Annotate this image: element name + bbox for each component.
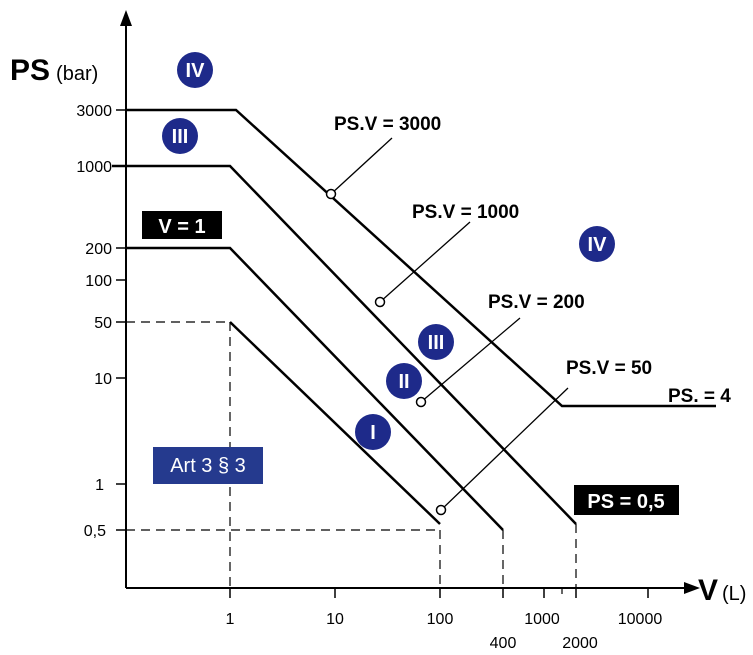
svg-text:III: III xyxy=(428,332,445,354)
x-axis-arrow xyxy=(684,582,700,594)
callout-leaders xyxy=(330,137,569,511)
category-badge-iv-right: IV xyxy=(579,226,615,262)
svg-text:II: II xyxy=(398,371,409,393)
x-tick-1000: 1000 xyxy=(524,611,560,628)
v-eq-1-box xyxy=(142,211,222,239)
boundary-ps-v-1000 xyxy=(112,164,577,525)
boundary-ps-v-200 xyxy=(126,246,504,531)
svg-text:III: III xyxy=(172,126,189,148)
boundary-ps-v-3000 xyxy=(126,108,716,408)
callout-markers xyxy=(325,188,447,516)
svg-text:IV: IV xyxy=(186,60,206,82)
svg-text:I: I xyxy=(370,422,376,444)
ps-eq-0-5-box xyxy=(574,485,679,515)
y-axis-arrow xyxy=(120,10,132,26)
y-tick-50: 50 xyxy=(94,315,112,332)
y-tick-3000: 3000 xyxy=(76,103,112,120)
ps-eq-0-5-label: PS = 0,5 xyxy=(587,491,664,513)
category-badge-iv-top: IV xyxy=(177,52,213,88)
dashed-guides xyxy=(126,321,577,594)
category-boundaries xyxy=(112,108,716,531)
label-ps-v-3000: PS.V = 3000 xyxy=(334,114,441,135)
x-tick-400: 400 xyxy=(490,635,517,652)
v-eq-1-label: V = 1 xyxy=(158,216,205,238)
y-axis-title: PS (bar) xyxy=(10,54,98,87)
label-ps-4: PS. = 4 xyxy=(668,386,731,407)
y-tick-200: 200 xyxy=(85,241,112,258)
x-tick-marks xyxy=(229,588,649,598)
category-badge-i: I xyxy=(355,414,391,450)
x-tick-1: 1 xyxy=(226,611,235,628)
category-badge-iii-mid: III xyxy=(418,324,454,360)
x-axis-title: V (L) xyxy=(698,574,746,607)
category-badge-ii: II xyxy=(386,363,422,399)
y-tick-1: 1 xyxy=(95,477,104,494)
y-tick-marks xyxy=(116,109,126,531)
boundary-ps-v-50 xyxy=(229,321,441,525)
x-tick-100: 100 xyxy=(427,611,454,628)
label-ps-v-200: PS.V = 200 xyxy=(488,292,585,313)
y-tick-10: 10 xyxy=(94,371,112,388)
y-tick-1000: 1000 xyxy=(76,159,112,176)
x-tick-10: 10 xyxy=(326,611,344,628)
category-badge-iii-left: III xyxy=(162,118,198,154)
y-tick-0-5: 0,5 xyxy=(84,523,106,540)
label-ps-v-50: PS.V = 50 xyxy=(566,358,652,379)
label-ps-v-1000: PS.V = 1000 xyxy=(412,202,519,223)
x-tick-2000: 2000 xyxy=(562,635,598,652)
art-3-3-label: Art 3 § 3 xyxy=(170,455,246,477)
svg-text:IV: IV xyxy=(588,234,608,256)
art-3-3-box xyxy=(153,447,263,484)
y-tick-100: 100 xyxy=(85,273,112,290)
x-tick-10000: 10000 xyxy=(618,611,663,628)
